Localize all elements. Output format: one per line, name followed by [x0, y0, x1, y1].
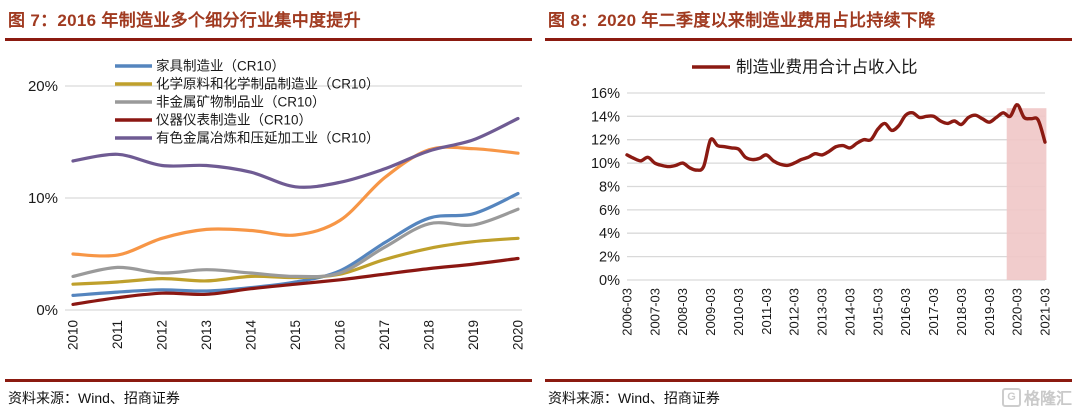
x-tick-label: 2010	[66, 320, 81, 350]
highlight-band	[1006, 108, 1047, 280]
x-tick-label: 2010-03	[731, 288, 746, 336]
x-tick-label: 2013-03	[815, 288, 830, 336]
gelonghui-logo-icon: G	[1001, 387, 1021, 407]
x-tick-label: 2020-03	[1010, 288, 1025, 336]
x-tick-label: 2013	[199, 320, 214, 350]
y-tick-label: 20%	[28, 78, 58, 95]
y-tick-label: 14%	[591, 109, 620, 125]
figure-8-line-chart: 0% 2% 4% 6% 8% 10% 12% 14% 16% 2006-03 2007-03 2008…	[591, 58, 1053, 336]
x-tick-label: 2011	[110, 320, 125, 349]
x-tick-label: 2009-03	[703, 288, 718, 336]
legend-label: 制造业费用合计占收入比	[736, 58, 918, 77]
figure-8-title: 图 8：2020 年二季度以来制造业费用占比持续下降	[548, 11, 936, 30]
x-tick-label: 2014-03	[842, 288, 857, 336]
y-tick-label: 0%	[599, 273, 620, 289]
x-tick-label: 2016	[333, 320, 348, 350]
figure-8-title-divider	[545, 38, 1072, 41]
x-tick-label: 2015	[288, 320, 303, 350]
legend-label: 有色金属冶炼和压延加工业（CR10）	[156, 130, 380, 146]
y-tick-label: 2%	[599, 250, 620, 266]
figure-7-footer-divider	[5, 379, 532, 382]
series-line	[71, 116, 520, 189]
series-line	[71, 256, 520, 306]
x-tick-label: 2006-03	[620, 288, 635, 336]
figure-8-footer-divider	[545, 379, 1072, 382]
figure-7-line-chart: 0% 10% 20% 2010 2011 2012 2013 2014 2015 2016 2017…	[28, 58, 526, 351]
figure-8-source-note: 资料来源：Wind、招商证券	[548, 390, 720, 406]
x-tick-label: 2007-03	[647, 288, 662, 336]
x-tick-label: 2019	[466, 320, 481, 350]
gelonghui-watermark: G 格隆汇	[1001, 385, 1072, 409]
y-tick-label: 16%	[591, 86, 620, 102]
x-tick-label: 2017-03	[926, 288, 941, 336]
series-line	[71, 207, 520, 279]
y-tick-label: 8%	[599, 180, 620, 196]
y-tick-label: 0%	[36, 302, 58, 319]
figure-7-title: 图 7：2016 年制造业多个细分行业集中度提升	[8, 11, 361, 30]
x-tick-label: 2017	[377, 320, 392, 350]
series-line	[71, 191, 520, 297]
figure-7-source-note: 资料来源：Wind、招商证券	[8, 390, 180, 406]
gelonghui-watermark-text: 格隆汇	[1023, 391, 1072, 408]
x-tick-label: 2011-03	[759, 288, 774, 335]
x-tick-label: 2016-03	[898, 288, 913, 336]
x-tick-label: 2021-03	[1038, 288, 1053, 336]
legend-label: 家具制造业（CR10）	[156, 58, 285, 74]
series-line	[71, 145, 520, 258]
x-tick-label: 2012	[155, 320, 170, 350]
x-tick-label: 2019-03	[982, 288, 997, 336]
x-tick-label: 2015-03	[870, 288, 885, 336]
legend-label: 非金属矿物制品业（CR10）	[156, 95, 326, 110]
figure-8-panel: 图 8：2020 年二季度以来制造业费用占比持续下降 0% 2% 4% 6% 8% 10%…	[540, 0, 1080, 414]
series-line	[625, 103, 1047, 172]
y-tick-label: 12%	[591, 133, 620, 149]
x-tick-label: 2018	[422, 320, 437, 350]
figure-7-title-divider	[5, 38, 532, 41]
legend-label: 仪器仪表制造业（CR10）	[156, 113, 312, 128]
x-tick-label: 2018-03	[954, 288, 969, 336]
x-tick-label: 2020	[511, 320, 526, 350]
x-tick-label: 2012-03	[787, 288, 802, 336]
y-tick-label: 6%	[599, 203, 620, 219]
legend-label: 化学原料和化学制品制造业（CR10）	[156, 77, 380, 92]
figure-7-panel: 图 7：2016 年制造业多个细分行业集中度提升 0% 10% 20% 2010 201…	[5, 11, 532, 406]
x-tick-label: 2014	[244, 320, 259, 351]
y-tick-label: 10%	[591, 156, 620, 172]
y-tick-label: 4%	[599, 226, 620, 242]
y-tick-label: 10%	[28, 190, 58, 207]
x-tick-label: 2008-03	[675, 288, 690, 336]
